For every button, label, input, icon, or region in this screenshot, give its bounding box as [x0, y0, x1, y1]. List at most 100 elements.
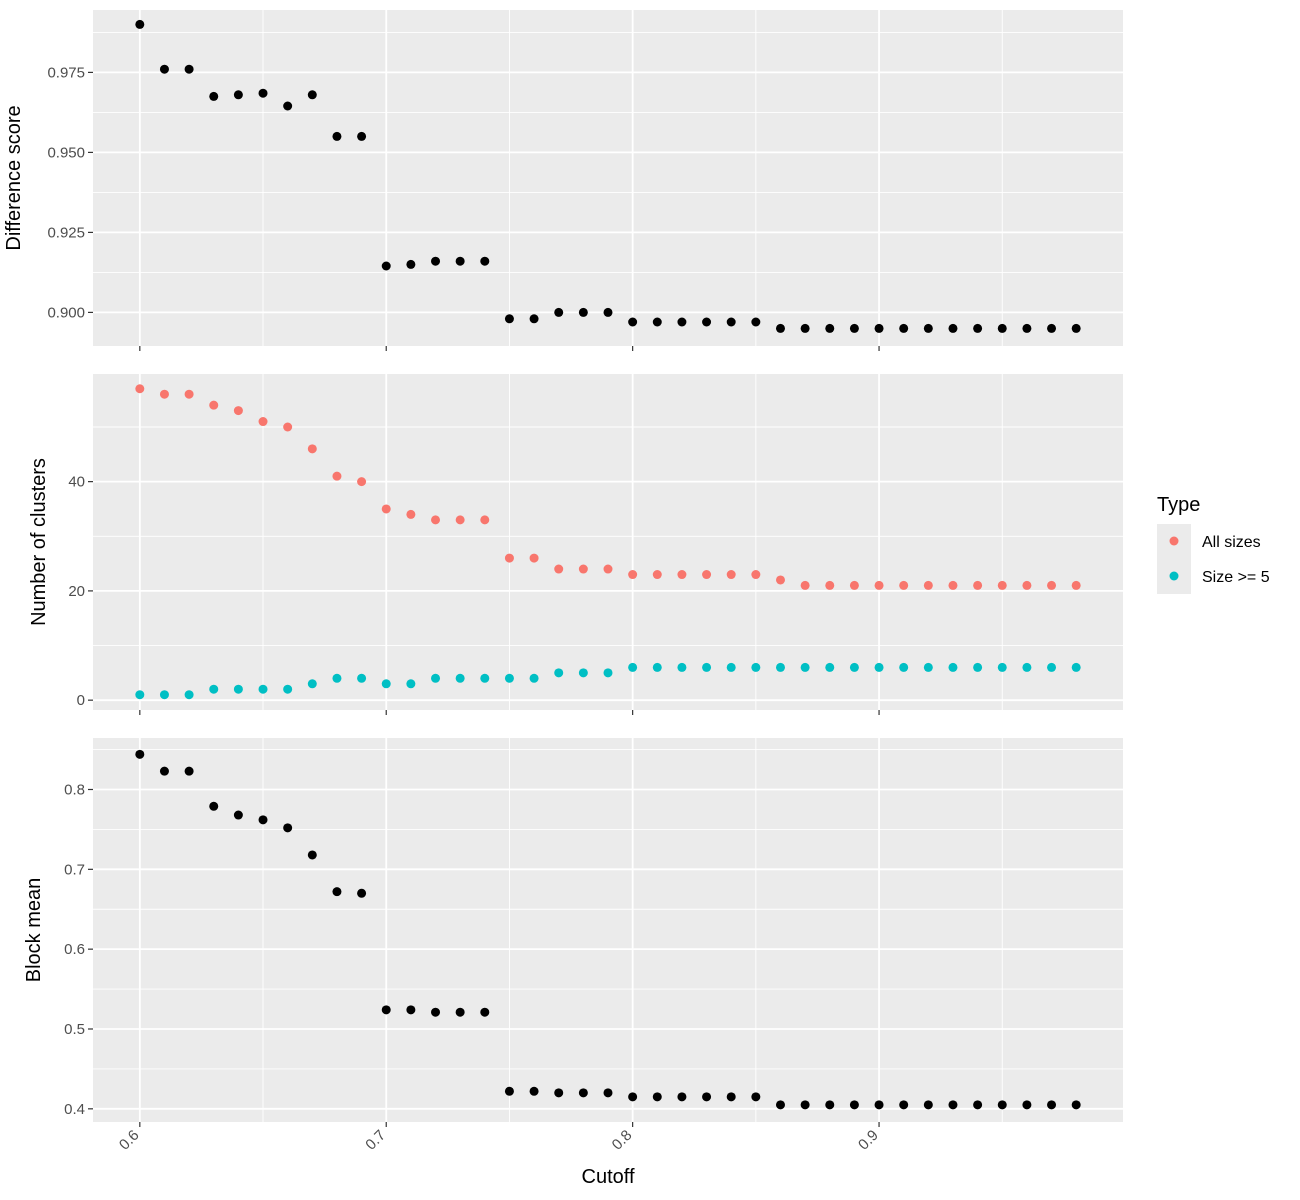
data-point	[554, 1088, 564, 1098]
data-point	[677, 570, 687, 580]
data-point	[800, 1100, 810, 1110]
data-point	[1047, 580, 1057, 590]
data-point	[652, 662, 662, 672]
data-point	[1022, 1100, 1032, 1110]
data-point	[357, 131, 367, 141]
data-point	[899, 1100, 909, 1110]
legend-title: Type	[1157, 494, 1200, 516]
data-point	[652, 317, 662, 327]
data-point	[455, 673, 465, 683]
x-axis-title: Cutoff	[582, 1166, 635, 1188]
y-tick-label: 0.975	[47, 64, 85, 81]
y-tick-label: 20	[68, 583, 85, 600]
data-point	[726, 662, 736, 672]
data-point	[258, 815, 268, 825]
data-point	[529, 553, 539, 563]
data-point	[677, 317, 687, 327]
data-point	[726, 317, 736, 327]
data-point	[603, 668, 613, 678]
y-axis-title: Difference score	[3, 105, 25, 250]
data-point	[849, 1100, 859, 1110]
data-point	[480, 256, 490, 266]
y-tick-label: 40	[68, 474, 85, 491]
data-point	[381, 679, 391, 689]
data-point	[332, 887, 342, 897]
y-tick-label: 0.900	[47, 304, 85, 321]
data-point	[775, 1100, 785, 1110]
data-point	[874, 1100, 884, 1110]
data-point	[973, 323, 983, 333]
data-point	[184, 766, 194, 776]
data-point	[923, 323, 933, 333]
legend-key-all-sizes	[1169, 536, 1179, 546]
y-tick-label: 0.7	[64, 861, 85, 878]
y-tick-label: 0.4	[64, 1101, 85, 1118]
data-point	[973, 1100, 983, 1110]
data-point	[578, 307, 588, 317]
data-point	[307, 444, 317, 454]
data-point	[1071, 1100, 1081, 1110]
data-point	[923, 662, 933, 672]
data-point	[529, 314, 539, 324]
panels-layer: 0.900 0.925 0.950 0.975 Difference score 0 20 4…	[3, 10, 1123, 1154]
y-tick-label: 0.5	[64, 1021, 85, 1038]
data-point	[628, 662, 638, 672]
data-point	[135, 384, 145, 394]
data-point	[1022, 580, 1032, 590]
data-point	[504, 553, 514, 563]
data-point	[504, 673, 514, 683]
data-point	[751, 570, 761, 580]
data-point	[628, 1092, 638, 1102]
data-point	[874, 580, 884, 590]
data-point	[775, 323, 785, 333]
data-point	[1071, 323, 1081, 333]
data-point	[381, 504, 391, 514]
data-point	[677, 1092, 687, 1102]
data-point	[997, 323, 1007, 333]
data-point	[652, 570, 662, 580]
data-point	[283, 101, 293, 111]
data-point	[923, 580, 933, 590]
data-point	[849, 662, 859, 672]
data-point	[159, 766, 169, 776]
data-point	[159, 64, 169, 74]
data-point	[209, 684, 219, 694]
data-point	[431, 515, 441, 525]
data-point	[307, 679, 317, 689]
data-point	[307, 850, 317, 860]
data-point	[455, 515, 465, 525]
data-point	[652, 1092, 662, 1102]
data-point	[726, 570, 736, 580]
data-point	[702, 570, 712, 580]
data-point	[751, 317, 761, 327]
data-point	[332, 673, 342, 683]
data-point	[628, 570, 638, 580]
data-point	[529, 1086, 539, 1096]
data-point	[135, 690, 145, 700]
data-point	[283, 422, 293, 432]
data-point	[258, 88, 268, 98]
data-point	[480, 673, 490, 683]
data-point	[997, 580, 1007, 590]
data-point	[554, 564, 564, 574]
y-axis-title: Block mean	[23, 878, 45, 983]
data-point	[233, 810, 243, 820]
data-point	[357, 477, 367, 487]
series-2	[135, 662, 1081, 700]
data-point	[800, 580, 810, 590]
data-point	[603, 564, 613, 574]
panel-2: 0 20 40 Number of clusters	[28, 374, 1123, 715]
data-point	[677, 662, 687, 672]
data-point	[1071, 580, 1081, 590]
x-tick-labels: 0.6 0.7 0.8 0.9	[116, 1127, 882, 1154]
x-tick-label: 0.8	[609, 1127, 636, 1154]
data-point	[233, 684, 243, 694]
data-point	[825, 662, 835, 672]
data-point	[751, 662, 761, 672]
data-point	[578, 564, 588, 574]
data-point	[258, 684, 268, 694]
data-point	[455, 256, 465, 266]
x-tick-label: 0.6	[116, 1127, 143, 1154]
data-point	[233, 90, 243, 100]
